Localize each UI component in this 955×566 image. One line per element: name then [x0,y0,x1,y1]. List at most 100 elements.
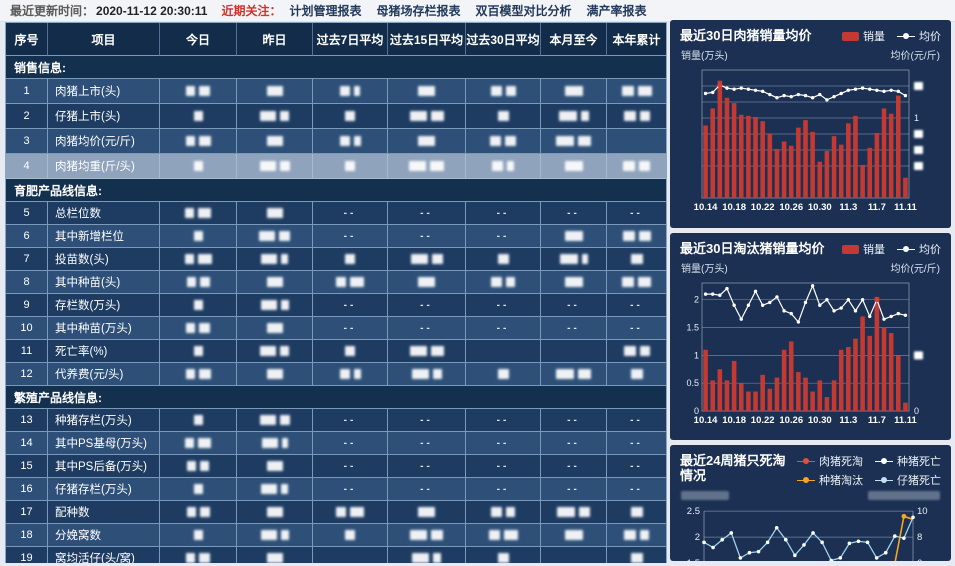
redacted-value [639,346,650,356]
redacted-value [259,231,275,241]
svg-text:1.5: 1.5 [687,558,700,561]
svg-text:11.11: 11.11 [894,415,917,426]
svg-text:1: 1 [694,350,699,360]
redacted-value [490,86,502,96]
row-label: 其中种苗(头) [48,271,160,294]
redacted-value [578,136,591,146]
redacted-value [418,277,435,287]
legend-item-种猪死亡[interactable]: 种猪死亡 [875,453,941,469]
redacted-value [186,86,195,96]
legend-item-种猪淘汰[interactable]: 种猪淘汰 [797,472,863,488]
table-row-19[interactable]: 19 窝均活仔(头/窝) [6,547,666,563]
table-row-18[interactable]: 18 分娩窝数 [6,524,666,547]
redacted-value [630,254,643,264]
svg-text:10.22: 10.22 [751,202,775,213]
data-cell [466,154,541,179]
redacted-value [280,300,289,310]
svg-text:2: 2 [695,532,700,543]
row-label: 其中PS基母(万头) [48,432,160,455]
data-cell: -- [313,225,388,248]
table-row-6[interactable]: 6 其中新增栏位 -- -- -- [6,225,666,248]
no-data-dashes: -- [630,414,643,426]
legend-item-销量[interactable]: 销量 [842,241,885,257]
table-row-11[interactable]: 11 死亡率(%) [6,340,666,363]
data-cell [313,547,388,563]
legend-item-销量[interactable]: 销量 [842,28,885,44]
table-row-10[interactable]: 10 其中种苗(万头) -- -- -- -- -- [6,317,666,340]
table-header-row: 序号 项目 今日 昨日 过去7日平均 过去15日平均 过去30日平均 本月至今 本年累计 [6,23,666,56]
legend-label: 肉猪死淘 [819,456,863,468]
data-cell [237,340,313,363]
data-cell: -- [541,317,607,340]
data-cell: -- [388,202,466,225]
legend-item-均价[interactable]: 均价 [897,28,941,44]
row-number: 7 [6,248,48,271]
redacted-value [336,277,346,287]
redacted-value [558,111,577,121]
report-link-2[interactable]: 母猪场存栏报表 [376,4,461,18]
table-row-7[interactable]: 7 投苗数(头) [6,248,666,271]
chart-panel-cull-sales: 最近30日淘汰猪销量均价 销量 均价 销量(万头) 均价(元/斤) 2 1.5 1 0.… [670,233,951,440]
row-label: 分娩窝数 [48,524,160,547]
table-row-4[interactable]: 4 肉猪均重(斤/头) [6,154,666,179]
no-data-dashes: -- [343,460,357,472]
redacted-value [637,86,652,96]
report-link-1[interactable]: 计划管理报表 [289,4,362,18]
table-row-5[interactable]: 5 总栏位数 -- -- -- -- -- [6,202,666,225]
report-link-3[interactable]: 双百模型对比分析 [475,4,572,18]
legend-item-均价[interactable]: 均价 [897,241,941,257]
data-cell [607,79,666,104]
redacted-value [199,86,210,96]
data-cell [313,340,388,363]
table-row-9[interactable]: 9 存栏数(万头) -- -- -- -- -- [6,294,666,317]
redacted-value [198,208,211,218]
table-row-13[interactable]: 13 种猪存栏(万头) -- -- -- -- -- [6,409,666,432]
data-cell [541,154,607,179]
data-cell [237,79,313,104]
redacted-value [345,111,355,121]
no-data-dashes: -- [343,299,357,311]
svg-text:2: 2 [694,295,699,305]
redacted-value [409,161,426,171]
line-marker-icon [875,457,893,466]
svg-text:11.3: 11.3 [839,202,857,213]
table-row-16[interactable]: 16 仔猪存栏(万头) -- -- -- -- -- [6,478,666,501]
table-row-12[interactable]: 12 代养费(元/头) [6,363,666,386]
data-cell: -- [313,202,388,225]
data-cell: -- [466,317,541,340]
row-number: 1 [6,79,48,104]
row-label: 仔猪存栏(万头) [48,478,160,501]
data-cell [160,79,237,104]
report-link-4[interactable]: 满产率报表 [586,4,647,18]
row-number: 17 [6,501,48,524]
data-cell: -- [388,478,466,501]
no-data-dashes: -- [343,483,357,495]
redacted-value [556,136,574,146]
svg-text:11.7: 11.7 [868,415,886,426]
table-row-15[interactable]: 15 其中PS后备(万头) -- -- -- -- -- [6,455,666,478]
mortality-chart: 2.5 10 2 8 1.5 6 [680,502,941,561]
y-axis-label-left: 销量(万头) [681,51,728,62]
data-cell [388,129,466,154]
table-row-2[interactable]: 2 仔猪上市(头) [6,104,666,129]
redacted-value [199,277,210,287]
redacted-value [623,161,635,171]
legend-item-仔猪死亡[interactable]: 仔猪死亡 [875,472,941,488]
svg-text:11.11: 11.11 [894,202,917,213]
data-cell [466,79,541,104]
data-cell: -- [466,409,541,432]
data-cell [160,524,237,547]
section-header: 销售信息: [6,56,666,79]
table-row-1[interactable]: 1 肉猪上市(头) [6,79,666,104]
redacted-value [578,369,591,379]
no-data-dashes: -- [496,230,510,242]
redacted-value [564,161,583,171]
table-row-17[interactable]: 17 配种数 [6,501,666,524]
table-row-8[interactable]: 8 其中种苗(头) [6,271,666,294]
data-cell: -- [607,202,666,225]
data-cell [160,501,237,524]
table-row-14[interactable]: 14 其中PS基母(万头) -- -- -- -- -- [6,432,666,455]
legend-item-肉猪死淘[interactable]: 肉猪死淘 [797,453,863,469]
table-row-3[interactable]: 3 肉猪均价(元/斤) [6,129,666,154]
redacted-value [261,438,278,448]
